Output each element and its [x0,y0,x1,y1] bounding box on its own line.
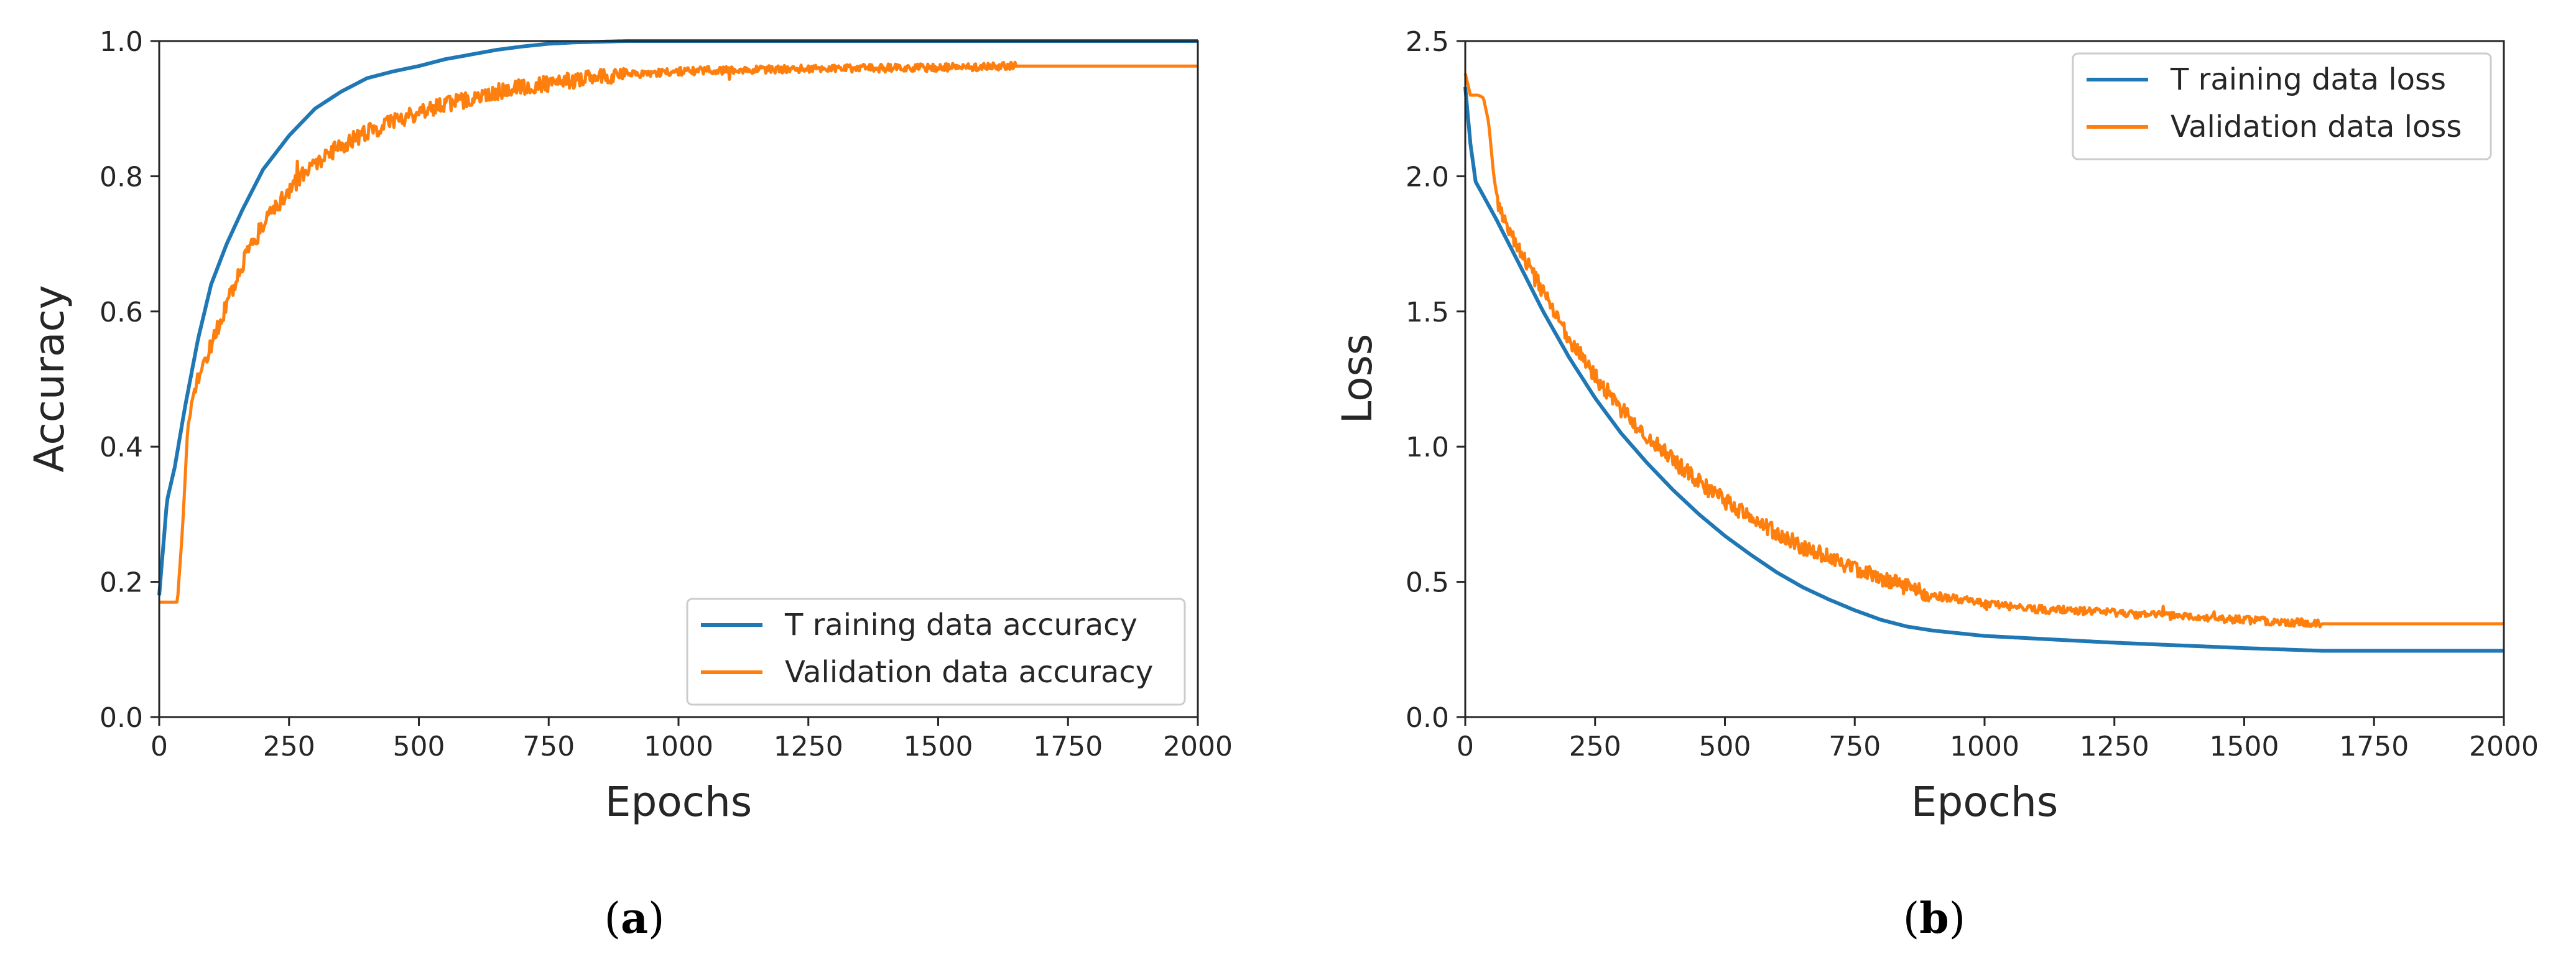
panel-b-caption-close: ) [1949,894,1966,943]
accuracy-x-tick-label: 1000 [644,731,713,762]
loss-y-ticks: 0.0 0.5 1.0 1.5 2.0 2.5 [1406,26,1465,734]
accuracy-x-tick-label: 500 [393,731,445,762]
accuracy-x-tick-label: 1500 [904,731,973,762]
accuracy-x-axis-title: Epochs [605,778,752,826]
accuracy-x-tick-label: 1250 [774,731,843,762]
loss-x-ticks: 0 250 500 750 1000 1250 1500 1750 2000 [1457,717,2539,762]
loss-y-tick-label: 0.0 [1406,702,1449,734]
accuracy-x-tick-label: 2000 [1163,731,1233,762]
accuracy-y-axis-title: Accuracy [25,285,73,472]
accuracy-y-tick-label: 0.6 [100,297,143,328]
panel-a-caption-close: ) [648,894,665,943]
panel-b-caption-letter: b [1919,894,1949,943]
loss-x-tick-label: 1750 [2339,731,2409,762]
accuracy-y-tick-label: 0.2 [100,567,143,599]
loss-x-tick-label: 250 [1569,731,1621,762]
panel-b-caption: (b) [1903,894,1966,943]
loss-legend-box [2072,52,2492,160]
accuracy-series-validation-line [159,60,1198,604]
loss-y-tick-label: 1.0 [1406,432,1449,463]
accuracy-legend-validation-label: Validation data accuracy [785,655,1153,690]
accuracy-y-ticks: 0.0 0.2 0.4 0.6 0.8 1.0 [100,26,159,734]
accuracy-series-training-line [157,39,1199,596]
accuracy-legend: T raining data accuracy Validation data … [686,598,1186,706]
loss-x-tick-label: 500 [1699,731,1751,762]
accuracy-x-tick-label: 0 [151,731,168,762]
loss-legend: T raining data loss Validation data loss [2072,52,2492,160]
accuracy-y-tick-label: 0.0 [100,702,143,734]
accuracy-legend-box [686,598,1186,706]
accuracy-y-tick-label: 1.0 [100,26,143,58]
loss-series-validation-line [1463,73,2504,629]
accuracy-series-layer [157,39,1199,604]
panel-a-caption-open: ( [604,894,621,943]
loss-legend-validation-label: Validation data loss [2171,109,2462,144]
loss-chart: 0 250 500 750 1000 1250 1500 1750 2000 0.0 0.5 1.0… [1333,26,2539,943]
loss-y-tick-label: 2.5 [1406,26,1449,58]
loss-series-training-line [1463,86,2505,653]
panel-a-caption-letter: a [621,894,648,943]
accuracy-y-tick-label: 0.4 [100,432,143,463]
loss-x-tick-label: 2000 [2469,731,2539,762]
accuracy-chart: 0 250 500 750 1000 1250 1500 1750 2000 0.0 0.2 0.4… [25,26,1233,943]
accuracy-legend-training-label: T raining data accuracy [784,608,1137,642]
accuracy-y-tick-label: 0.8 [100,161,143,193]
loss-legend-training-label: T raining data loss [2170,62,2446,97]
accuracy-x-tick-label: 250 [263,731,315,762]
accuracy-x-ticks: 0 250 500 750 1000 1250 1500 1750 2000 [151,717,1233,762]
loss-x-tick-label: 1500 [2210,731,2279,762]
accuracy-x-tick-label: 750 [522,731,575,762]
loss-x-axis-title: Epochs [1911,778,2058,826]
loss-y-tick-label: 1.5 [1406,297,1449,328]
panel-a-caption: (a) [604,894,664,943]
loss-x-tick-label: 1250 [2080,731,2149,762]
panel-b-caption-open: ( [1903,894,1920,943]
loss-x-tick-label: 1000 [1950,731,2019,762]
loss-x-tick-label: 0 [1457,731,1474,762]
loss-y-axis-title: Loss [1333,334,1381,424]
loss-x-tick-label: 750 [1828,731,1881,762]
loss-series-layer [1463,73,2505,653]
loss-y-tick-label: 2.0 [1406,161,1449,193]
loss-y-tick-label: 0.5 [1406,567,1449,599]
accuracy-x-tick-label: 1750 [1033,731,1103,762]
